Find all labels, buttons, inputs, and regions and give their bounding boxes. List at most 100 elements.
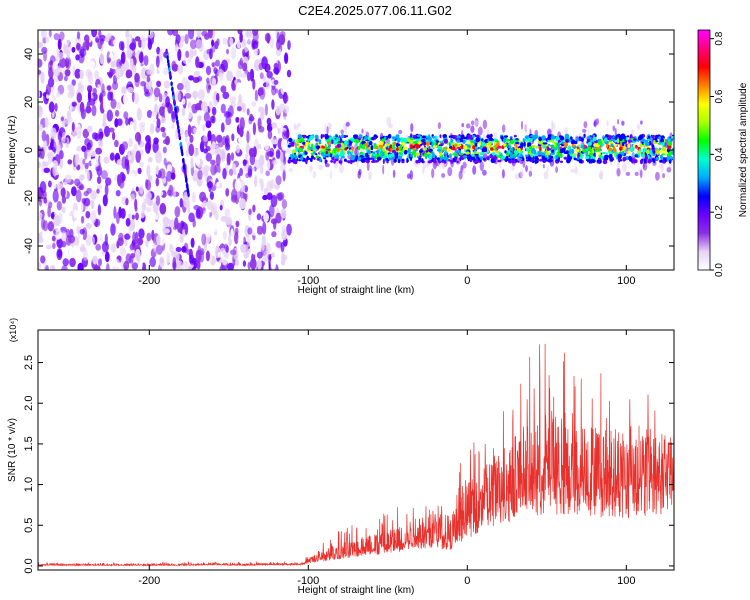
heatmap-cell [51, 182, 57, 190]
heatmap-cell [452, 153, 456, 156]
heatmap-cell [616, 138, 620, 144]
heatmap-cell [366, 157, 371, 161]
heatmap-cell [245, 172, 250, 179]
heatmap-cell [234, 227, 239, 236]
heatmap-cell [147, 156, 153, 163]
heatmap-cell [52, 189, 59, 203]
heatmap-cell [85, 39, 90, 51]
heatmap-cell [171, 111, 176, 123]
heatmap-cell [121, 141, 129, 151]
y-tick-label: 2.0 [23, 396, 35, 411]
heatmap-cell [73, 245, 78, 254]
heatmap-cell [125, 69, 133, 79]
heatmap-cell [275, 105, 281, 116]
heatmap-cell [456, 135, 461, 139]
heatmap-cell [252, 185, 256, 197]
heatmap-cell [631, 159, 634, 164]
heatmap-cell [515, 141, 520, 144]
heatmap-cell [348, 153, 351, 157]
heatmap-cell [533, 136, 537, 140]
heatmap-cell [225, 188, 230, 197]
heatmap-cell [227, 262, 235, 270]
heatmap-cell [473, 158, 479, 165]
heatmap-cell [288, 168, 293, 173]
heatmap-cell [95, 243, 102, 251]
heatmap-cell [235, 259, 240, 266]
heatmap-cell [574, 140, 578, 145]
heatmap-cell [192, 90, 199, 100]
x-tick-label: 100 [617, 275, 635, 287]
heatmap-cell [248, 147, 255, 158]
heatmap-cell [339, 151, 345, 157]
heatmap-cell [616, 167, 621, 177]
heatmap-cell [395, 134, 400, 138]
heatmap-cell [340, 129, 344, 135]
x-tick-label: -200 [138, 575, 160, 587]
heatmap-cell [59, 150, 64, 160]
heatmap-cell [195, 56, 200, 68]
heatmap-cell [610, 138, 616, 142]
heatmap-cell [510, 155, 515, 159]
heatmap-cell [537, 150, 542, 156]
heatmap-cell [76, 42, 81, 51]
heatmap-cell [156, 80, 162, 88]
heatmap-cell [459, 139, 464, 143]
heatmap-cell [602, 159, 608, 165]
heatmap-cell [205, 65, 212, 76]
heatmap-cell [54, 102, 58, 112]
heatmap-cell [293, 123, 296, 131]
heatmap-cell [417, 141, 422, 145]
heatmap-cell [69, 228, 74, 238]
heatmap-cell [557, 148, 560, 153]
heatmap-cell [462, 155, 468, 158]
heatmap-cell [145, 206, 152, 213]
heatmap-cell [550, 127, 554, 132]
heatmap-cell [246, 235, 251, 248]
heatmap-cell [175, 246, 182, 253]
heatmap-cell [117, 174, 122, 187]
heatmap-cell [259, 72, 264, 80]
heatmap-cell [222, 257, 228, 266]
heatmap-cell [605, 152, 608, 155]
heatmap-cell [386, 116, 392, 126]
heatmap-cell [524, 154, 529, 157]
heatmap-cell [60, 187, 66, 198]
heatmap-cell [393, 141, 397, 146]
heatmap-cell [80, 243, 86, 252]
x-tick-label: -100 [297, 575, 319, 587]
heatmap-cell [419, 137, 422, 141]
heatmap-cell [113, 206, 117, 219]
heatmap-cell [235, 144, 241, 154]
heatmap-cell [482, 119, 488, 130]
heatmap-cell [43, 139, 48, 151]
heatmap-cell [359, 151, 364, 155]
y-tick-label: -40 [23, 238, 35, 254]
heatmap-cell [294, 158, 298, 165]
heatmap-cell [668, 162, 673, 169]
heatmap-cell [203, 210, 210, 219]
heatmap-cell [40, 71, 45, 84]
heatmap-cell [421, 139, 426, 142]
heatmap-cell [609, 153, 613, 158]
heatmap-cell [52, 163, 58, 177]
heatmap-cell [448, 142, 452, 147]
heatmap-cell [173, 190, 176, 198]
heatmap-cell [135, 186, 139, 192]
heatmap-cell [146, 199, 154, 207]
heatmap-cell [56, 105, 64, 118]
heatmap-cell [574, 165, 578, 175]
heatmap-cell [56, 90, 61, 98]
heatmap-cell [557, 143, 560, 147]
heatmap-cell [114, 109, 120, 117]
heatmap-cell [504, 150, 507, 154]
heatmap-cell [134, 174, 142, 186]
heatmap-cell [133, 118, 137, 132]
heatmap-cell [226, 70, 234, 82]
heatmap-cell [267, 130, 273, 140]
heatmap-cell [137, 167, 142, 175]
heatmap-cell [413, 141, 418, 144]
heatmap-cell [614, 144, 618, 147]
heatmap-cell [247, 227, 253, 235]
heatmap-cell [252, 167, 255, 180]
heatmap-cell [357, 146, 361, 151]
